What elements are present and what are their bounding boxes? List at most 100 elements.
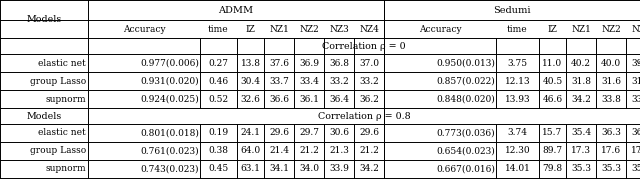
Text: 0.931(0.020): 0.931(0.020) (140, 77, 199, 86)
Text: 46.6: 46.6 (543, 95, 563, 104)
Text: 63.1: 63.1 (241, 165, 260, 174)
Text: 36.3: 36.3 (601, 129, 621, 138)
Text: 36.8: 36.8 (329, 58, 349, 68)
Text: 36.9: 36.9 (299, 58, 319, 68)
Text: supnorm: supnorm (45, 95, 86, 104)
Text: 33.4: 33.4 (299, 77, 319, 86)
Text: 0.977(0.006): 0.977(0.006) (140, 58, 199, 68)
Text: 21.2: 21.2 (359, 147, 379, 156)
Text: 17.6: 17.6 (601, 147, 621, 156)
Text: 29.6: 29.6 (269, 129, 289, 138)
Text: 3.75: 3.75 (508, 58, 527, 68)
Text: 0.46: 0.46 (209, 77, 228, 86)
Text: NZ2: NZ2 (299, 25, 319, 34)
Text: 33.7: 33.7 (269, 77, 289, 86)
Text: 29.6: 29.6 (359, 129, 379, 138)
Text: elastic net: elastic net (38, 129, 86, 138)
Text: 17.3: 17.3 (571, 147, 591, 156)
Text: Accuracy: Accuracy (419, 25, 461, 34)
Text: 40.5: 40.5 (542, 77, 563, 86)
Text: NZ2: NZ2 (601, 25, 621, 34)
Text: Models: Models (26, 15, 61, 24)
Text: elastic net: elastic net (38, 58, 86, 68)
Text: 36.6: 36.6 (269, 95, 289, 104)
Text: 15.7: 15.7 (542, 129, 563, 138)
Text: 35.3: 35.3 (601, 165, 621, 174)
Text: Correlation ρ = 0.8: Correlation ρ = 0.8 (317, 112, 410, 121)
Text: 13.8: 13.8 (241, 58, 260, 68)
Text: 21.4: 21.4 (269, 147, 289, 156)
Text: 40.4: 40.4 (638, 58, 640, 68)
Text: group Lasso: group Lasso (29, 77, 86, 86)
Text: 3.74: 3.74 (508, 129, 527, 138)
Text: 36.1: 36.1 (299, 95, 319, 104)
Text: 35.3: 35.3 (631, 165, 640, 174)
Text: 0.667(0.016): 0.667(0.016) (436, 165, 495, 174)
Text: 36.4: 36.4 (329, 95, 349, 104)
Text: 11.0: 11.0 (543, 58, 563, 68)
Text: NZ4: NZ4 (638, 25, 640, 34)
Text: 13.93: 13.93 (505, 95, 531, 104)
Text: NZ3: NZ3 (329, 25, 349, 34)
Text: time: time (208, 25, 229, 34)
Text: 0.27: 0.27 (209, 58, 228, 68)
Text: 17.5: 17.5 (631, 147, 640, 156)
Text: 35.4: 35.4 (571, 129, 591, 138)
Text: 0.52: 0.52 (209, 95, 228, 104)
Text: 34.1: 34.1 (269, 165, 289, 174)
Text: 33.9: 33.9 (329, 165, 349, 174)
Text: 0.801(0.018): 0.801(0.018) (140, 129, 199, 138)
Text: 30.6: 30.6 (329, 129, 349, 138)
Text: 31.8: 31.8 (631, 77, 640, 86)
Text: Accuracy: Accuracy (123, 25, 165, 34)
Text: time: time (507, 25, 528, 34)
Text: 30.4: 30.4 (241, 77, 260, 86)
Text: NZ1: NZ1 (571, 25, 591, 34)
Text: 12.13: 12.13 (505, 77, 531, 86)
Text: IZ: IZ (246, 25, 255, 34)
Text: 40.2: 40.2 (571, 58, 591, 68)
Text: 39.5: 39.5 (631, 58, 640, 68)
Text: 35.2: 35.2 (638, 165, 640, 174)
Text: 0.848(0.020): 0.848(0.020) (436, 95, 495, 104)
Text: 29.7: 29.7 (299, 129, 319, 138)
Text: 21.3: 21.3 (329, 147, 349, 156)
Text: 21.2: 21.2 (299, 147, 319, 156)
Text: 14.01: 14.01 (504, 165, 531, 174)
Text: 37.6: 37.6 (269, 58, 289, 68)
Text: 0.857(0.022): 0.857(0.022) (436, 77, 495, 86)
Text: 36.2: 36.2 (359, 95, 379, 104)
Text: 79.8: 79.8 (543, 165, 563, 174)
Text: 34.2: 34.2 (359, 165, 379, 174)
Text: 0.654(0.023): 0.654(0.023) (436, 147, 495, 156)
Text: 31.8: 31.8 (571, 77, 591, 86)
Text: IZ: IZ (548, 25, 557, 34)
Text: 31.6: 31.6 (601, 77, 621, 86)
Text: 89.7: 89.7 (543, 147, 563, 156)
Text: Models: Models (26, 112, 61, 121)
Text: 40.0: 40.0 (601, 58, 621, 68)
Text: 0.45: 0.45 (209, 165, 228, 174)
Text: NZ3: NZ3 (631, 25, 640, 34)
Text: 12.30: 12.30 (505, 147, 531, 156)
Text: ADMM: ADMM (218, 6, 253, 15)
Text: 64.0: 64.0 (241, 147, 260, 156)
Text: 33.2: 33.2 (359, 77, 379, 86)
Text: 32.6: 32.6 (241, 95, 260, 104)
Text: NZ1: NZ1 (269, 25, 289, 34)
Text: 0.773(0.036): 0.773(0.036) (436, 129, 495, 138)
Text: 36.0: 36.0 (631, 129, 640, 138)
Text: 17.3: 17.3 (638, 147, 640, 156)
Text: 0.761(0.023): 0.761(0.023) (140, 147, 199, 156)
Text: 35.3: 35.3 (571, 165, 591, 174)
Text: 24.1: 24.1 (241, 129, 260, 138)
Text: Correlation ρ = 0: Correlation ρ = 0 (322, 42, 406, 51)
Text: Sedumi: Sedumi (493, 6, 531, 15)
Text: 33.2: 33.2 (329, 77, 349, 86)
Text: 33.5: 33.5 (638, 95, 640, 104)
Text: 33.8: 33.8 (601, 95, 621, 104)
Text: 37.0: 37.0 (359, 58, 379, 68)
Text: 33.7: 33.7 (631, 95, 640, 104)
Text: 0.924(0.025): 0.924(0.025) (140, 95, 199, 104)
Text: 0.38: 0.38 (209, 147, 228, 156)
